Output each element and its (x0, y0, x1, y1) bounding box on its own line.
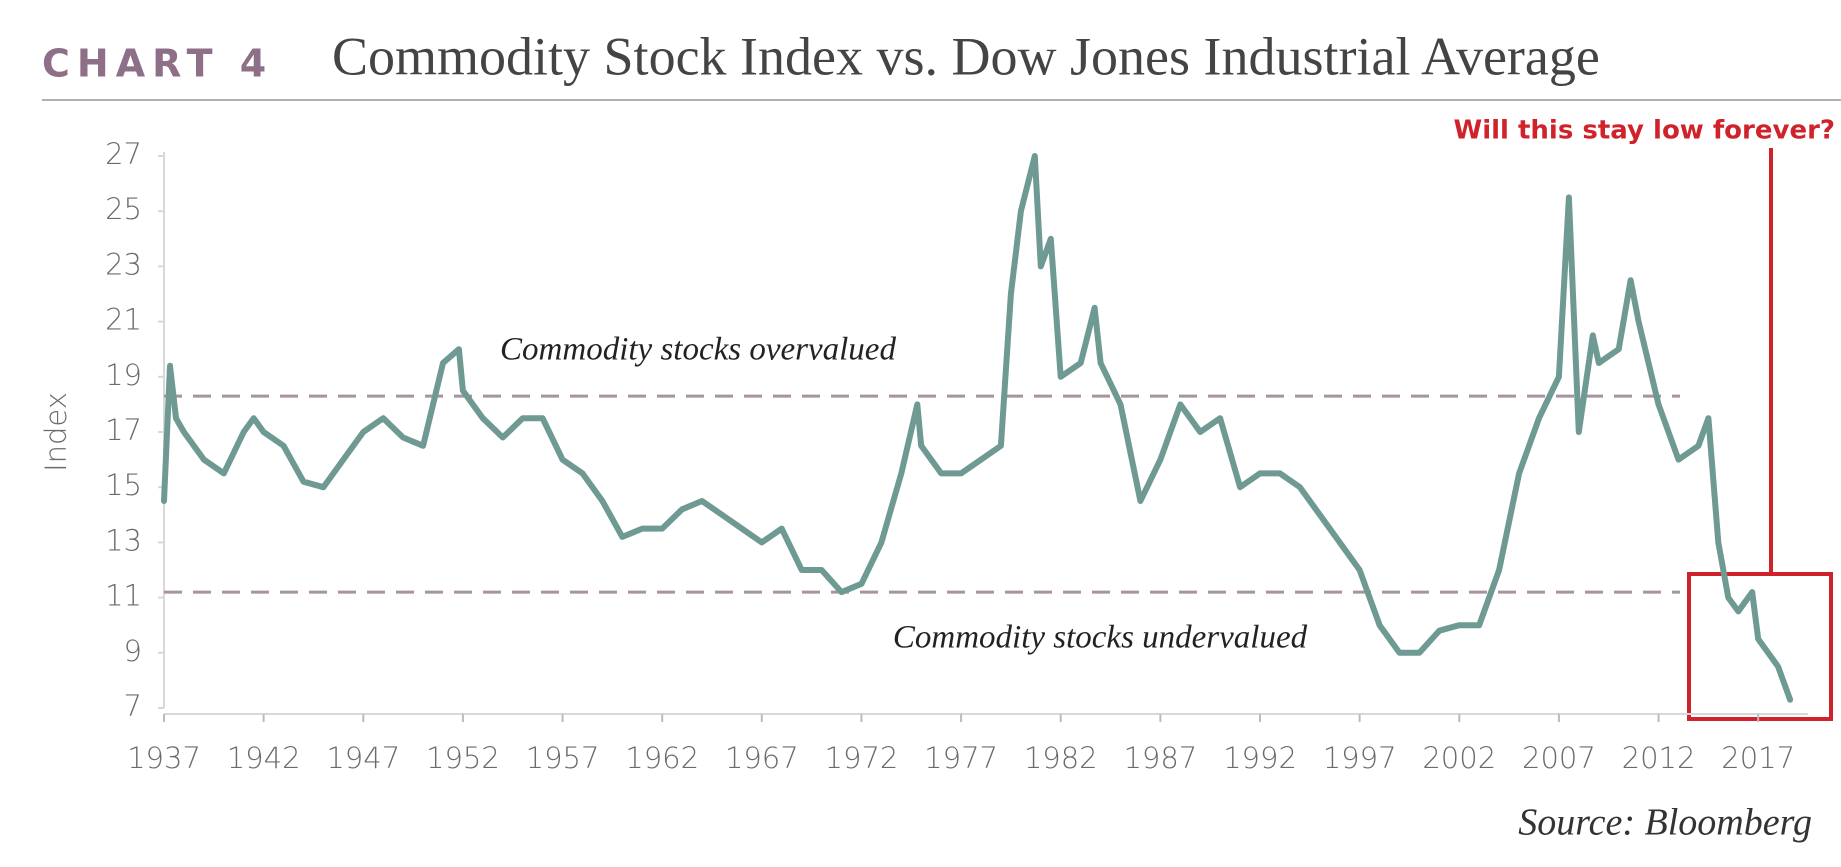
x-tick-label: 1982 (1024, 741, 1098, 775)
x-tick-label: 1977 (924, 741, 998, 775)
chart-label: CHART 4 (42, 42, 273, 86)
y-tick-label: 13 (105, 523, 142, 557)
x-tick-label: 1987 (1123, 741, 1197, 775)
x-tick-label: 1942 (227, 741, 301, 775)
x-tick-label: 1992 (1223, 741, 1297, 775)
x-tick-label: 1957 (526, 741, 600, 775)
annotation-box (1687, 572, 1833, 721)
x-tick-label: 1952 (426, 741, 500, 775)
data-line (161, 153, 1794, 703)
chart-title: Commodity Stock Index vs. Dow Jones Indu… (332, 26, 1600, 86)
x-tick-label: 1967 (725, 741, 799, 775)
y-tick-label: 11 (105, 579, 142, 613)
x-tick-label: 2002 (1422, 741, 1496, 775)
x-tick-label: 1972 (825, 741, 899, 775)
reference-label: Commodity stocks undervalued (893, 620, 1308, 656)
y-tick-label: 21 (105, 303, 142, 337)
y-tick-label: 7 (124, 689, 142, 723)
x-tick-label: 1997 (1323, 741, 1397, 775)
y-tick-label: 19 (105, 358, 142, 392)
source: Source: Bloomberg (1518, 802, 1812, 844)
x-tick-label: 2007 (1522, 741, 1596, 775)
y-tick-label: 23 (105, 247, 142, 281)
y-axis-label: Index (39, 392, 73, 472)
x-tick-label: 2017 (1721, 741, 1795, 775)
y-tick-label: 9 (124, 634, 142, 668)
x-tick-label: 1937 (127, 741, 201, 775)
y-tick-label: 25 (105, 192, 142, 226)
x-tick-label: 1962 (625, 741, 699, 775)
y-tick-label: 15 (105, 468, 142, 502)
annotation: Will this stay low forever? (1454, 116, 1835, 146)
y-tick-label: 27 (105, 137, 142, 171)
x-tick-label: 2012 (1622, 741, 1696, 775)
x-tick-label: 1947 (326, 741, 400, 775)
y-tick-label: 17 (105, 413, 142, 447)
reference-label: Commodity stocks overvalued (500, 332, 896, 368)
